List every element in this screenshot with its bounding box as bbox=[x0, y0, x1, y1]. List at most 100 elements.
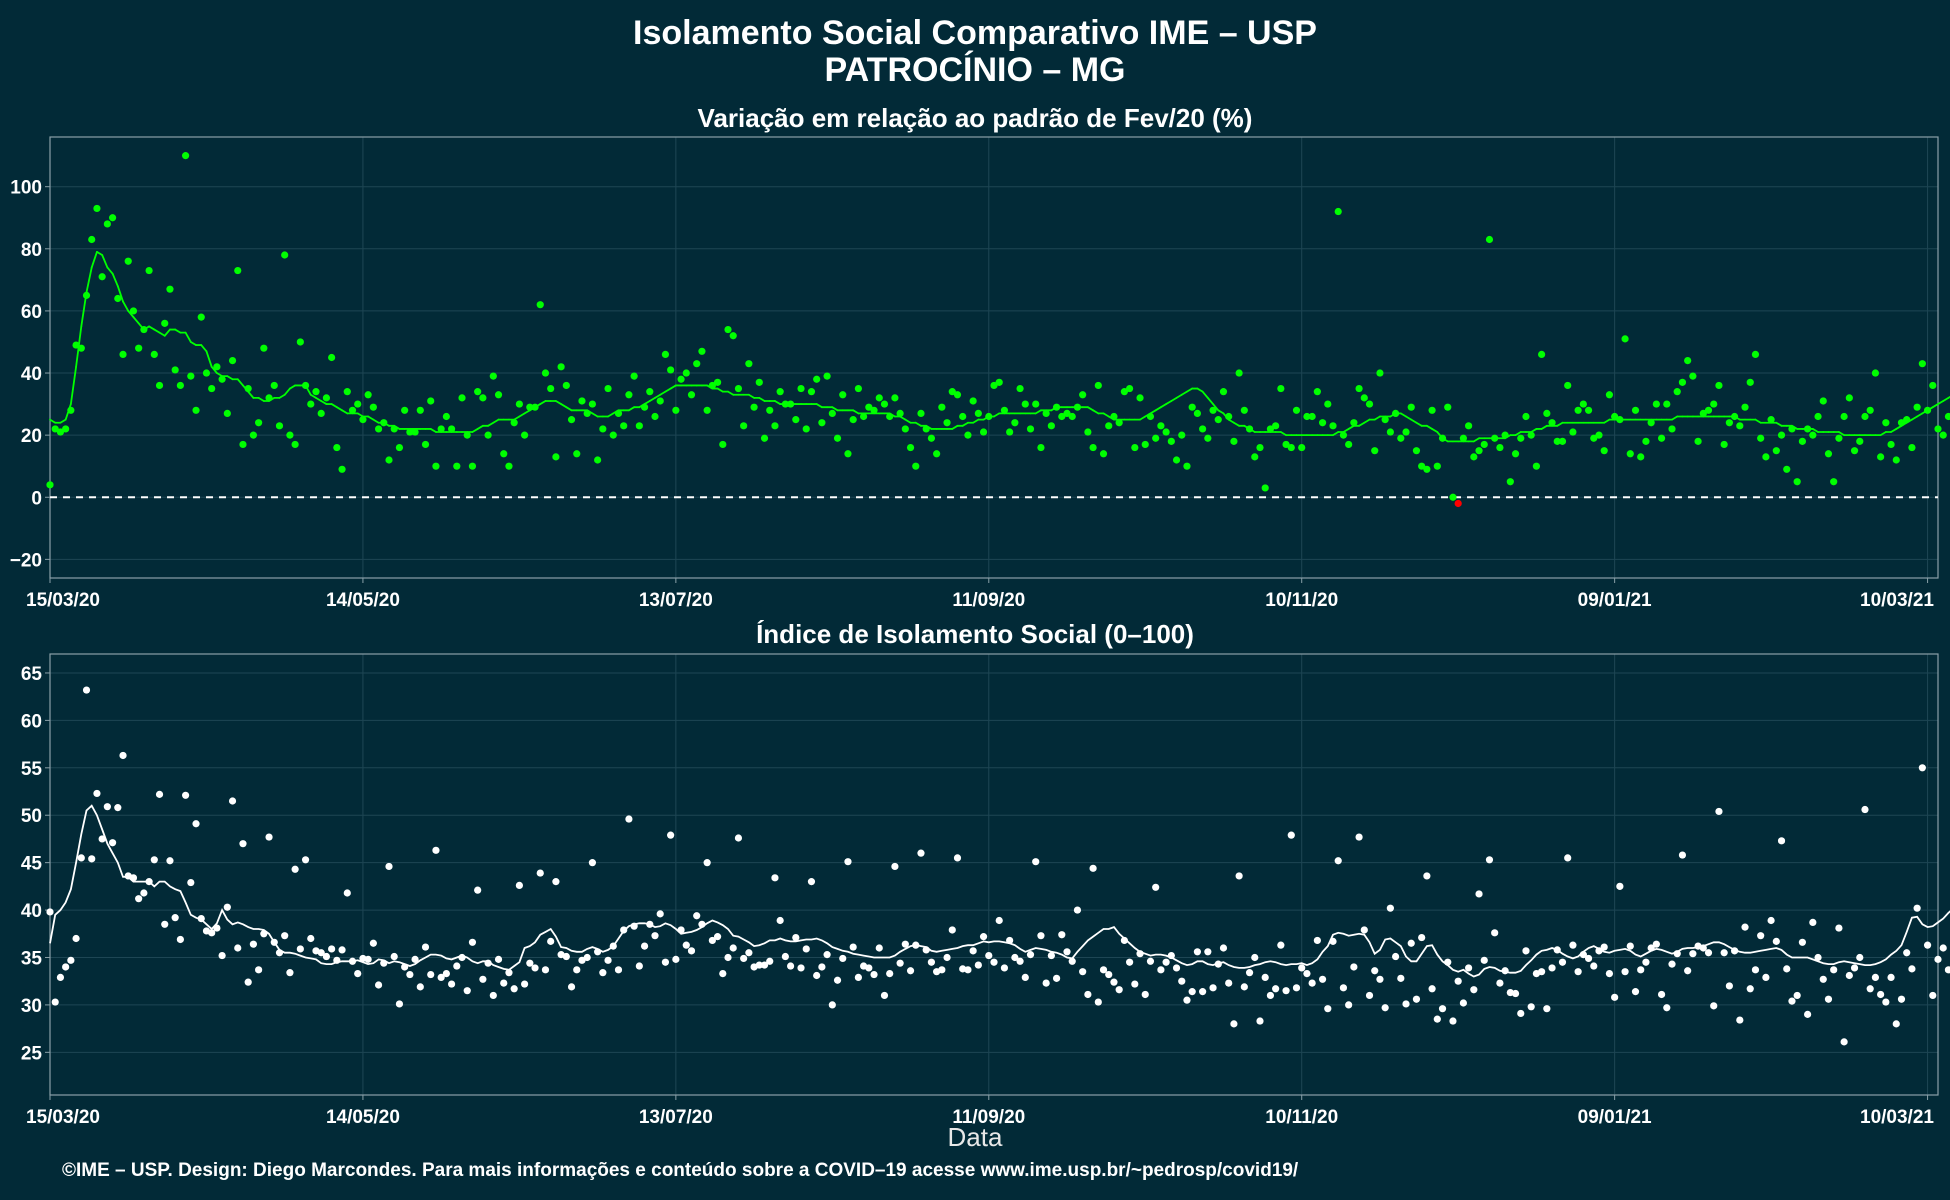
variation-point bbox=[995, 378, 1003, 386]
variation-point bbox=[786, 400, 795, 408]
variation-point bbox=[599, 425, 607, 433]
variation-point bbox=[1251, 453, 1259, 461]
index-point bbox=[849, 943, 857, 951]
variation-point bbox=[1334, 207, 1342, 216]
variation-moving-average-segment bbox=[648, 396, 656, 402]
index-point bbox=[1199, 988, 1207, 996]
variation-point bbox=[1684, 357, 1692, 365]
variation-point bbox=[1491, 434, 1499, 442]
index-point bbox=[818, 963, 826, 971]
variation-moving-average-segment bbox=[607, 412, 615, 418]
variation-point bbox=[1428, 406, 1436, 414]
index-point bbox=[1397, 974, 1405, 982]
variation-moving-average-segment bbox=[1942, 396, 1950, 402]
variation-point bbox=[1783, 465, 1791, 473]
index-point bbox=[1751, 966, 1760, 974]
index-point bbox=[1652, 940, 1660, 948]
variation-point bbox=[1496, 443, 1504, 452]
index-point bbox=[380, 959, 388, 967]
variation-moving-average-segment bbox=[116, 285, 124, 303]
variation-point bbox=[1600, 447, 1608, 455]
variation-point bbox=[1126, 384, 1134, 393]
variation-point bbox=[1386, 428, 1394, 436]
index-point bbox=[437, 973, 445, 982]
index-point bbox=[1094, 998, 1102, 1006]
top-x-tick-label: 10/11/20 bbox=[1265, 590, 1338, 611]
variation-point bbox=[1376, 369, 1384, 377]
variation-moving-average-segment bbox=[148, 325, 156, 331]
variation-point bbox=[421, 440, 430, 449]
index-point bbox=[1579, 951, 1587, 959]
variation-point bbox=[1673, 388, 1681, 396]
index-point bbox=[1824, 995, 1833, 1003]
index-point bbox=[354, 970, 362, 978]
variation-point bbox=[202, 369, 211, 377]
index-point bbox=[1428, 985, 1436, 993]
variation-point bbox=[687, 391, 696, 399]
variation-point bbox=[1073, 403, 1082, 411]
variation-point bbox=[1245, 425, 1254, 433]
variation-point bbox=[1590, 434, 1598, 442]
variation-point bbox=[1120, 388, 1128, 396]
variation-point bbox=[844, 450, 852, 458]
variation-point bbox=[380, 419, 388, 427]
index-point bbox=[1376, 975, 1384, 983]
variation-point bbox=[338, 465, 346, 473]
index-point bbox=[1313, 936, 1321, 945]
index-point bbox=[1433, 1015, 1441, 1023]
variation-moving-average-segment bbox=[669, 384, 677, 390]
index-point bbox=[865, 964, 873, 972]
variation-point bbox=[1172, 456, 1181, 464]
index-point bbox=[494, 955, 503, 963]
index-point bbox=[1256, 1017, 1264, 1025]
variation-point bbox=[818, 419, 826, 427]
index-point bbox=[562, 952, 570, 961]
variation-point bbox=[1068, 412, 1076, 421]
index-point bbox=[839, 954, 847, 963]
index-point bbox=[1887, 973, 1895, 982]
index-point bbox=[776, 916, 784, 925]
variation-point bbox=[328, 353, 336, 362]
variation-point bbox=[1287, 443, 1295, 452]
variation-point bbox=[1136, 394, 1144, 402]
variation-point bbox=[656, 397, 664, 405]
figure-title: Isolamento Social Comparativo IME – USP bbox=[633, 14, 1317, 52]
variation-point bbox=[1418, 462, 1426, 470]
variation-moving-average-segment bbox=[914, 421, 922, 427]
variation-point bbox=[124, 257, 132, 265]
index-point bbox=[1219, 944, 1228, 952]
variation-moving-average-segment bbox=[899, 415, 907, 421]
index-point bbox=[192, 820, 200, 828]
index-point bbox=[547, 937, 555, 945]
index-point bbox=[651, 932, 659, 940]
index-point bbox=[1308, 979, 1316, 987]
variation-point bbox=[1929, 381, 1937, 390]
variation-moving-average-segment bbox=[309, 393, 317, 399]
index-point bbox=[1105, 970, 1113, 979]
variation-moving-average-segment bbox=[539, 400, 547, 405]
variation-point bbox=[661, 350, 670, 358]
index-point bbox=[223, 903, 231, 911]
variation-point bbox=[395, 443, 404, 452]
variation-moving-average-segment bbox=[1811, 428, 1819, 433]
variation-point bbox=[588, 400, 597, 408]
index-point bbox=[228, 797, 237, 805]
variation-point bbox=[854, 384, 862, 393]
variation-point bbox=[1063, 409, 1071, 418]
index-point bbox=[260, 930, 268, 938]
index-point bbox=[552, 878, 560, 886]
index-point bbox=[531, 964, 539, 972]
variation-point bbox=[1162, 428, 1170, 436]
variation-point bbox=[1089, 443, 1097, 452]
variation-moving-average-segment bbox=[852, 409, 860, 415]
index-point bbox=[1819, 975, 1827, 983]
variation-moving-average-segment bbox=[1879, 431, 1887, 437]
variation-point bbox=[912, 462, 920, 470]
index-point bbox=[489, 991, 497, 1000]
variation-point bbox=[390, 425, 398, 433]
index-point bbox=[604, 956, 612, 964]
index-point bbox=[1908, 965, 1916, 973]
variation-moving-average-segment bbox=[492, 418, 500, 424]
variation-point bbox=[427, 397, 435, 405]
variation-point bbox=[166, 285, 174, 293]
